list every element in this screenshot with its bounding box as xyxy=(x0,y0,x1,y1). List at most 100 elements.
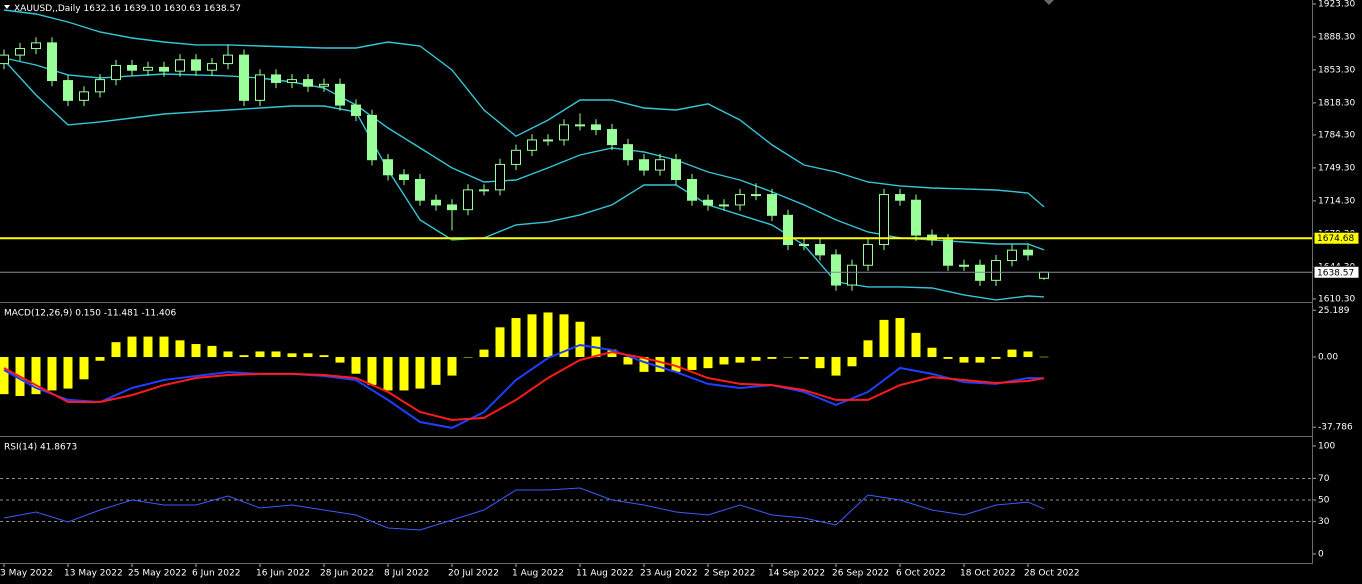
x-tick-label: 25 May 2022 xyxy=(128,569,187,579)
macd-bar xyxy=(975,357,985,363)
candle-body xyxy=(911,199,921,236)
macd-bar xyxy=(143,336,153,358)
macd-bar xyxy=(95,357,105,361)
candle-body xyxy=(767,194,777,216)
candle-body xyxy=(255,74,265,101)
macd-bar xyxy=(79,357,89,380)
y-tick-label: 0 xyxy=(1318,550,1324,560)
macd-bar xyxy=(863,340,873,358)
macd-bar xyxy=(655,357,665,372)
price-level-tag xyxy=(1313,265,1360,279)
macd-title: MACD(12,26,9) 0.150 -11.481 -11.406 xyxy=(4,309,176,319)
candle-body xyxy=(671,159,681,181)
candle-body xyxy=(175,59,185,72)
macd-bar xyxy=(111,342,121,358)
x-tick-label: 2 Sep 2022 xyxy=(704,569,755,579)
candle-body xyxy=(559,124,569,141)
macd-bar xyxy=(447,357,457,376)
y-tick-label: 1888.30 xyxy=(1318,32,1355,42)
candle-body xyxy=(335,83,345,106)
shift-marker xyxy=(1044,0,1054,5)
y-tick-label: 1749.30 xyxy=(1318,163,1355,173)
macd-bar xyxy=(0,357,9,395)
rsi-panel xyxy=(0,477,1312,531)
symbol-menu-arrow[interactable] xyxy=(4,5,10,9)
y-tick-label: 1714.30 xyxy=(1318,196,1355,206)
macd-bar xyxy=(63,357,73,389)
macd-bar xyxy=(31,357,41,395)
macd-bar xyxy=(159,336,169,358)
candle-body xyxy=(303,79,313,87)
candle-body xyxy=(351,104,361,116)
macd-line xyxy=(3,343,1045,429)
macd-bar xyxy=(703,357,713,369)
candle-body xyxy=(879,194,889,246)
macd-bar xyxy=(671,357,681,372)
candle-body xyxy=(287,79,297,83)
candle-body xyxy=(799,244,809,247)
candle-body xyxy=(479,189,489,192)
macd-bar xyxy=(895,318,905,358)
rsi-title: RSI(14) 41.8673 xyxy=(4,443,77,453)
candle-body xyxy=(991,260,1001,281)
macd-bar xyxy=(687,357,697,371)
candle-body xyxy=(431,199,441,206)
macd-bar xyxy=(495,327,505,358)
y-tick-label: 1610.30 xyxy=(1318,294,1355,304)
macd-bar xyxy=(1007,349,1017,358)
x-tick-label: 6 Jun 2022 xyxy=(192,569,240,579)
macd-bar xyxy=(783,357,793,358)
price-title: XAUUSD,,Daily 1632.16 1639.10 1630.63 16… xyxy=(14,4,241,14)
candle-body xyxy=(591,124,601,131)
macd-bar xyxy=(847,357,857,367)
candle-body xyxy=(159,66,169,72)
macd-bar xyxy=(367,357,377,385)
macd-bar xyxy=(479,349,489,358)
candle-body xyxy=(31,42,41,50)
macd-bar xyxy=(191,344,201,358)
candle-body xyxy=(15,48,25,56)
candle-body xyxy=(143,66,153,71)
y-tick-label: 1923.30 xyxy=(1318,0,1355,9)
candle-body xyxy=(815,244,825,256)
macd-bar xyxy=(927,347,937,358)
candle-body xyxy=(575,124,585,127)
macd-bar xyxy=(47,357,57,391)
macd-bar xyxy=(287,353,297,358)
macd-bar xyxy=(943,357,953,359)
candle-body xyxy=(207,63,217,71)
candle-body xyxy=(1023,249,1033,256)
candle-body xyxy=(511,149,521,165)
macd-bar xyxy=(959,357,969,363)
y-tick-label: 70 xyxy=(1318,474,1330,484)
macd-bar xyxy=(543,312,553,358)
macd-bar xyxy=(815,357,825,369)
macd-line xyxy=(3,350,1045,422)
macd-bar xyxy=(175,340,185,358)
x-tick-label: 16 Jun 2022 xyxy=(256,569,310,579)
macd-bar xyxy=(799,357,809,359)
y-tick-label: 100 xyxy=(1318,441,1335,451)
x-tick-label: 28 Oct 2022 xyxy=(1024,569,1080,579)
macd-bar xyxy=(559,314,569,358)
candle-body xyxy=(623,144,633,161)
macd-bar xyxy=(271,351,281,358)
symbol-title: XAUUSD,,Daily xyxy=(14,4,81,14)
x-tick-label: 23 Aug 2022 xyxy=(640,569,698,579)
rsi-line xyxy=(3,487,1045,531)
y-tick-label: 1784.30 xyxy=(1318,130,1355,140)
candle-body xyxy=(383,159,393,176)
macd-bar xyxy=(607,349,617,358)
macd-bar xyxy=(767,357,777,359)
candle-body xyxy=(367,114,377,161)
candle-body xyxy=(191,59,201,71)
macd-bar xyxy=(623,357,633,365)
candle-body xyxy=(111,64,121,81)
candle-body xyxy=(847,264,857,286)
x-tick-label: 26 Sep 2022 xyxy=(832,569,889,579)
candle-body xyxy=(399,174,409,181)
candle-body xyxy=(1007,249,1017,262)
candle-body xyxy=(95,79,105,93)
